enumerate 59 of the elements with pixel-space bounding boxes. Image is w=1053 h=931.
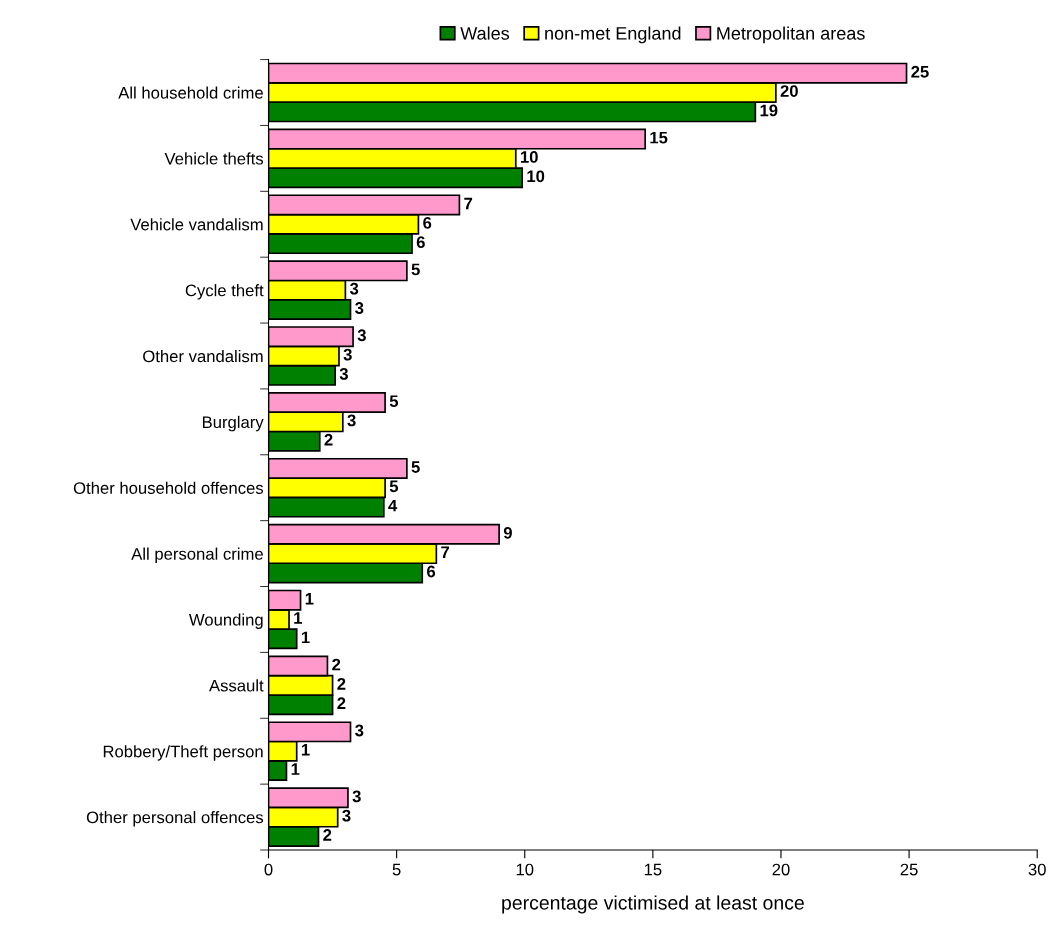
x-tick-label: 15 (644, 863, 662, 876)
x-tick-label: 10 (516, 863, 534, 876)
data-label: 25 (911, 65, 929, 78)
x-tick-label: 30 (1028, 863, 1046, 876)
data-label: 1 (305, 592, 314, 605)
y-tick-label: Other vandalism (143, 349, 263, 363)
data-label: 2 (323, 829, 332, 841)
data-label: 2 (332, 658, 341, 671)
y-tick-label: Robbery/Theft person (103, 745, 263, 761)
data-label: 3 (349, 282, 359, 295)
data-label: 5 (389, 395, 399, 408)
y-tick-label: All household crime (118, 86, 263, 99)
data-label: 15 (650, 131, 668, 144)
data-label: 2 (337, 678, 346, 690)
y-tick-label: Assault (209, 679, 264, 692)
y-tick-label: All personal crime (131, 547, 263, 564)
y-tick-label: Vehicle thefts (164, 152, 264, 165)
x-tick-label: 25 (900, 863, 918, 876)
legend-label: Wales (460, 26, 510, 40)
data-label: 3 (357, 329, 366, 342)
x-tick-label: 0 (264, 863, 273, 876)
x-tick-label: 20 (772, 863, 790, 876)
data-label: 4 (388, 499, 398, 512)
data-label: 9 (503, 526, 512, 539)
y-tick-label: Vehicle vandalism (130, 218, 263, 231)
legend-label: non-met England (545, 26, 681, 44)
x-axis-title: percentage victimised at least once (502, 895, 804, 914)
data-label: 1 (301, 744, 310, 756)
data-label: 6 (423, 216, 432, 229)
legend-label: Metropolitan areas (717, 26, 865, 44)
data-label: 3 (347, 414, 356, 427)
data-label: 20 (780, 85, 798, 97)
data-label: 1 (291, 763, 300, 775)
data-label: 2 (337, 697, 346, 709)
data-label: 7 (441, 546, 450, 558)
y-tick-label: Other personal offences (86, 811, 264, 827)
data-label: 10 (527, 170, 545, 183)
data-label: 3 (343, 348, 352, 361)
data-label: 19 (760, 104, 778, 117)
y-tick-label: Wounding (188, 613, 263, 629)
data-label: 6 (416, 236, 425, 249)
data-label: 3 (355, 724, 364, 737)
data-label: 3 (352, 790, 361, 803)
x-tick-label: 5 (392, 863, 401, 876)
y-tick-label: Burglary (202, 415, 264, 432)
y-tick-label: Cycle theft (185, 284, 264, 300)
data-label: 3 (339, 367, 348, 380)
data-label: 2 (324, 433, 333, 446)
y-tick-label: Other household offences (73, 481, 264, 494)
data-label: 5 (389, 480, 399, 493)
data-label: 5 (411, 263, 420, 276)
data-label: 3 (342, 809, 351, 822)
data-label: 7 (464, 197, 473, 210)
data-label: 5 (411, 461, 420, 473)
data-label: 10 (520, 151, 538, 163)
data-label: 3 (355, 302, 364, 314)
data-label: 1 (301, 631, 310, 644)
data-label: 6 (427, 565, 436, 578)
data-label: 1 (294, 612, 302, 624)
